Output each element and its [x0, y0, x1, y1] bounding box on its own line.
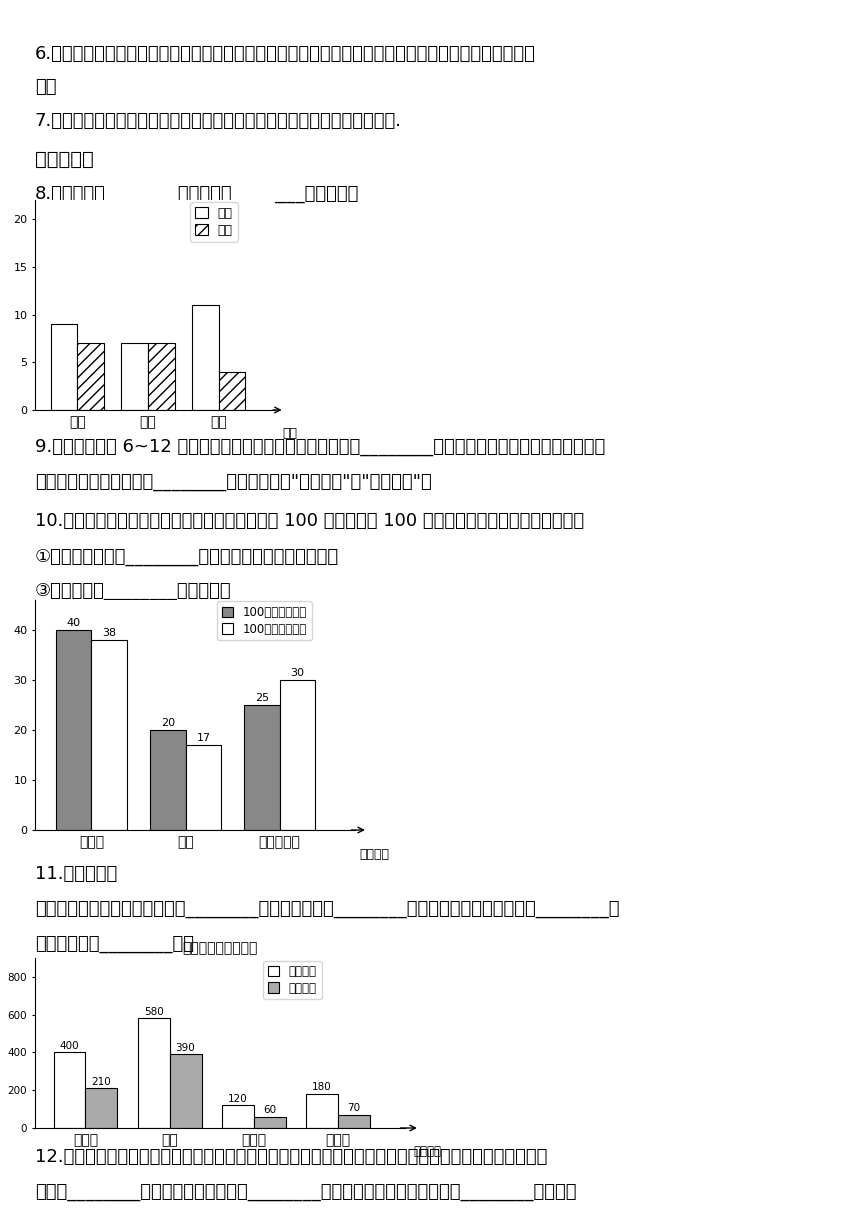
Bar [150, 730, 186, 831]
Bar [51, 325, 77, 410]
Text: 17: 17 [196, 733, 211, 743]
Bar [77, 343, 104, 410]
Text: 7.复式条形统计图采用不同颜色的直条表示几组数据是为了使统计图更美观.: 7.复式条形统计图采用不同颜色的直条表示几组数据是为了使统计图更美观. [35, 112, 402, 130]
Text: 8.在下图中，________组男生多，________组女生少，: 8.在下图中，________组男生多，________组女生少， [35, 185, 359, 203]
Text: 60: 60 [263, 1105, 276, 1115]
Text: 580: 580 [144, 1007, 163, 1017]
Text: 180: 180 [312, 1082, 332, 1092]
Bar [244, 705, 280, 831]
Text: 6.单式条形统计图中的数据只用一种直条来表示，而复式条形统计图可以同时表示两种或两种以上不同的: 6.单式条形统计图中的数据只用一种直条来表示，而复式条形统计图可以同时表示两种或… [35, 45, 536, 63]
Text: 70: 70 [347, 1103, 360, 1114]
Text: 10.甲和乙都是营养价值很高的食品．如图列出了 100 克甲食品和 100 克乙食品中所含的几种主要成分。: 10.甲和乙都是营养价值很高的食品．如图列出了 100 克甲食品和 100 克乙… [35, 512, 584, 530]
Text: 12.某销售公司计划第二季度的销售额和实际销售额的统计图如图所示：根据统计图：第二季度的计划销售: 12.某销售公司计划第二季度的销售额和实际销售额的统计图如图所示：根据统计图：第… [35, 1148, 547, 1166]
Bar [121, 343, 148, 410]
Bar [338, 1115, 370, 1128]
Text: 成一个统计图，最好选用________统计图。（填"复式条形"或"复式折线"）: 成一个统计图，最好选用________统计图。（填"复式条形"或"复式折线"） [35, 473, 432, 491]
Text: 票数最少，是________票。: 票数最少，是________票。 [35, 935, 194, 953]
Text: ③乙食品中的________含量最高。: ③乙食品中的________含量最高。 [35, 582, 231, 599]
Text: 20: 20 [161, 717, 175, 728]
Title: 我最喜欢的卡通人物: 我最喜欢的卡通人物 [182, 941, 258, 956]
Bar [138, 1019, 169, 1128]
Text: 390: 390 [175, 1043, 195, 1053]
Bar [254, 1116, 286, 1128]
Text: 卡通人物: 卡通人物 [413, 1145, 441, 1158]
Text: 40: 40 [66, 618, 81, 627]
Text: 120: 120 [228, 1094, 248, 1104]
Text: 额是（________）万元，实际销售了（________）万元；超额完成计划任务（________）万元。: 额是（________）万元，实际销售了（________）万元；超额完成计划任… [35, 1183, 576, 1201]
Text: 38: 38 [102, 627, 116, 638]
Text: 11.看图填空。: 11.看图填空。 [35, 865, 117, 883]
Bar [56, 630, 91, 831]
Bar [91, 640, 127, 831]
Text: ①两种食品相比，________中的碳水化合物含量比较高。: ①两种食品相比，________中的碳水化合物含量比较高。 [35, 548, 339, 565]
Text: 三、填空题: 三、填空题 [35, 150, 94, 169]
Bar [53, 1052, 85, 1128]
Bar [169, 1054, 201, 1128]
Text: 25: 25 [255, 693, 269, 703]
Text: 营养成分: 营养成分 [359, 849, 390, 861]
Bar [85, 1088, 118, 1128]
Bar [192, 305, 218, 410]
Bar [148, 343, 175, 410]
Bar [280, 680, 316, 831]
Text: 量。: 量。 [35, 78, 57, 96]
Bar [222, 1105, 254, 1128]
Bar [306, 1094, 338, 1128]
Legend: 电话投票, 网络投票: 电话投票, 网络投票 [263, 961, 322, 1000]
Text: 观察图，使用电话投票的方式，________的票数最多，是________票，使用网络投票的方式，________的: 观察图，使用电话投票的方式，________的票数最多，是________票，使… [35, 900, 619, 918]
Legend: 100克甲中的含量, 100克乙中的含量: 100克甲中的含量, 100克乙中的含量 [217, 601, 312, 641]
Text: 小组: 小组 [282, 427, 297, 440]
Text: 9.将小美和冬冬 6~12 周岁的身高制成一个统计图，最好选用________统计图；把小林和小华的各科成绩制: 9.将小美和冬冬 6~12 周岁的身高制成一个统计图，最好选用________统… [35, 438, 605, 456]
Legend: 男生, 女生: 男生, 女生 [190, 202, 237, 242]
Text: 210: 210 [91, 1077, 111, 1087]
Bar [218, 372, 245, 410]
Text: 400: 400 [59, 1041, 79, 1051]
Bar [186, 745, 221, 831]
Text: 30: 30 [291, 668, 304, 679]
